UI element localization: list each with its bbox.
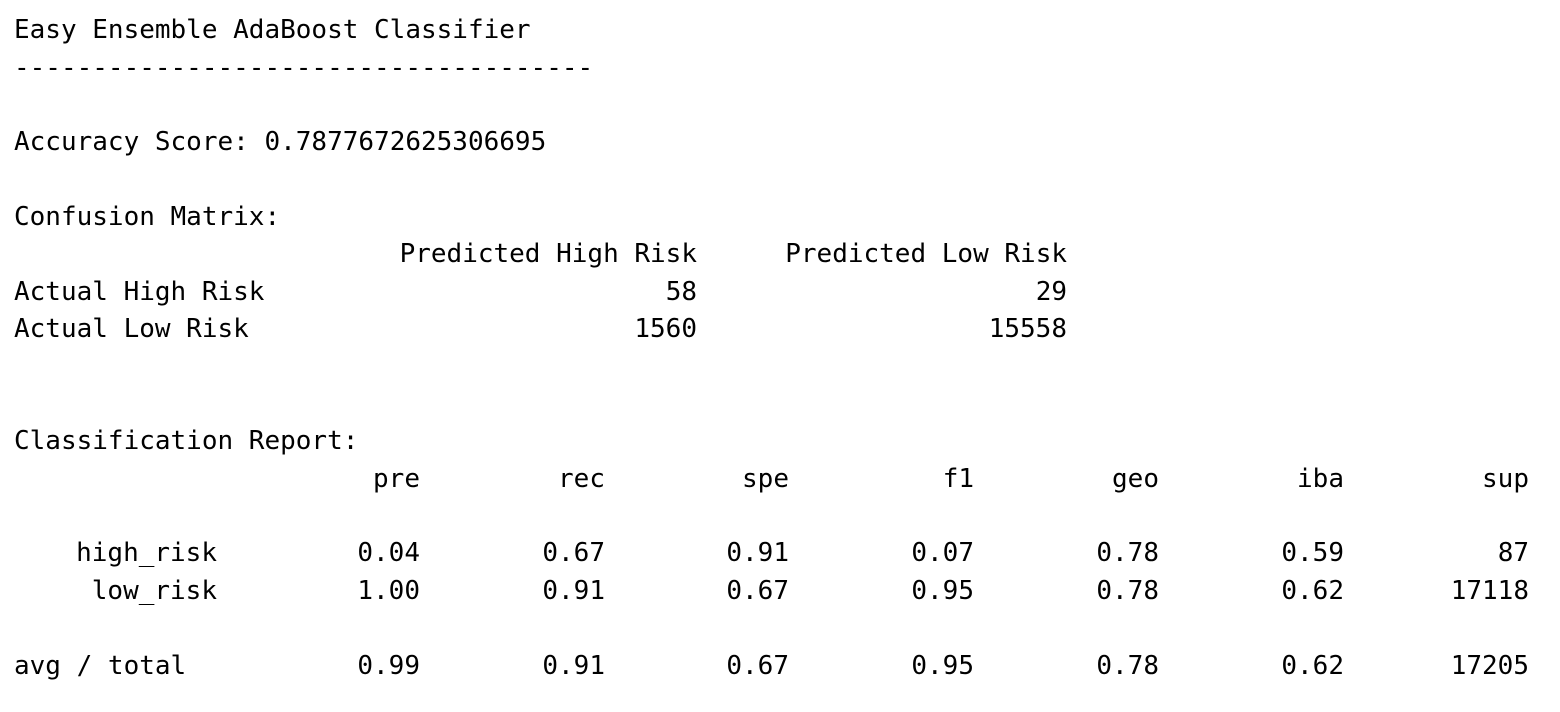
cr-cell: 1.00 bbox=[357, 576, 420, 606]
cr-row-label-high-risk: high_risk bbox=[76, 538, 217, 568]
cm-cell: 29 bbox=[1035, 277, 1067, 307]
cr-cell: 0.78 bbox=[1096, 538, 1159, 568]
cr-cell: 17205 bbox=[1450, 651, 1529, 681]
confusion-matrix-heading: Confusion Matrix: bbox=[14, 202, 281, 232]
cm-cell: 1560 bbox=[634, 314, 697, 344]
cr-cell: 0.91 bbox=[542, 651, 605, 681]
report-title: Easy Ensemble AdaBoost Classifier bbox=[14, 15, 531, 45]
cr-cell: 0.67 bbox=[726, 576, 789, 606]
cr-col-header: spe bbox=[742, 464, 789, 494]
cr-cell: 0.67 bbox=[542, 538, 605, 568]
cr-col-header: rec bbox=[558, 464, 605, 494]
cm-row-label-actual-low: Actual Low Risk bbox=[14, 314, 249, 344]
accuracy-line: Accuracy Score: 0.7877672625306695 bbox=[14, 127, 546, 157]
cr-cell: 0.95 bbox=[911, 576, 974, 606]
cr-col-header: iba bbox=[1297, 464, 1344, 494]
accuracy-value: 0.7877672625306695 bbox=[264, 127, 547, 157]
cr-cell: 0.04 bbox=[357, 538, 420, 568]
cr-cell: 0.62 bbox=[1281, 651, 1344, 681]
cr-col-header: geo bbox=[1112, 464, 1159, 494]
cr-cell: 17118 bbox=[1450, 576, 1529, 606]
cm-cell: 15558 bbox=[988, 314, 1067, 344]
cr-col-header: f1 bbox=[942, 464, 974, 494]
cr-cell: 87 bbox=[1497, 538, 1529, 568]
accuracy-label: Accuracy Score: bbox=[14, 127, 249, 157]
separator-line: ------------------------------------- bbox=[14, 53, 594, 83]
cr-cell: 0.78 bbox=[1096, 576, 1159, 606]
cr-cell: 0.62 bbox=[1281, 576, 1344, 606]
cm-col-header-predicted-high: Predicted High Risk bbox=[399, 239, 697, 269]
cr-cell: 0.95 bbox=[911, 651, 974, 681]
cr-cell: 0.91 bbox=[726, 538, 789, 568]
cr-col-header: pre bbox=[373, 464, 420, 494]
cr-cell: 0.07 bbox=[911, 538, 974, 568]
cr-col-header: sup bbox=[1482, 464, 1529, 494]
cr-cell: 0.91 bbox=[542, 576, 605, 606]
cm-cell: 58 bbox=[665, 277, 697, 307]
classification-report-heading: Classification Report: bbox=[14, 426, 359, 456]
cr-cell: 0.59 bbox=[1281, 538, 1344, 568]
cr-cell: 0.67 bbox=[726, 651, 789, 681]
cm-col-header-predicted-low: Predicted Low Risk bbox=[785, 239, 1067, 269]
cr-row-label-low-risk: low_risk bbox=[91, 576, 217, 606]
cr-row-label-avg-total: avg / total bbox=[14, 651, 187, 681]
cr-cell: 0.78 bbox=[1096, 651, 1159, 681]
cr-cell: 0.99 bbox=[357, 651, 420, 681]
cm-row-label-actual-high: Actual High Risk bbox=[14, 277, 265, 307]
